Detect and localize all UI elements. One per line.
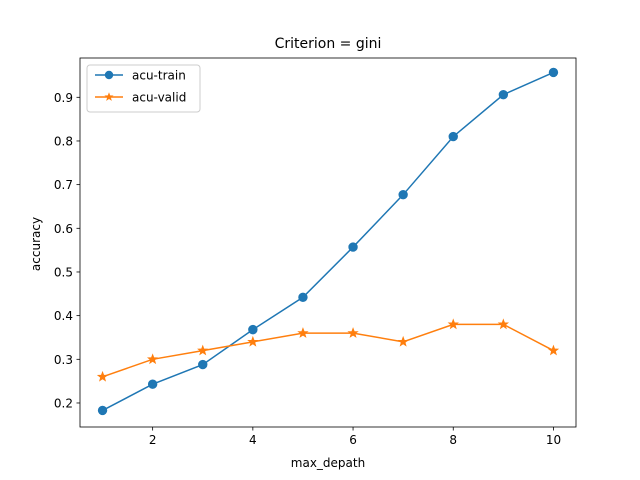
data-point-acu-valid bbox=[447, 318, 459, 330]
y-tick-label: 0.7 bbox=[54, 178, 73, 192]
data-point-acu-train bbox=[498, 89, 509, 100]
data-point-acu-valid bbox=[397, 335, 409, 347]
data-point-acu-valid bbox=[347, 327, 359, 338]
x-tick-label: 6 bbox=[349, 433, 357, 447]
data-point-acu-train bbox=[97, 405, 108, 416]
data-point-acu-train bbox=[448, 131, 458, 142]
x-tick-label: 8 bbox=[449, 433, 457, 447]
legend-label-acu-train: acu-train bbox=[132, 69, 186, 83]
x-tick-label: 10 bbox=[546, 433, 561, 447]
legend-marker-acu-train bbox=[104, 70, 114, 80]
y-tick-label: 0.6 bbox=[54, 222, 73, 236]
y-tick-label: 0.2 bbox=[54, 396, 73, 410]
data-point-acu-valid bbox=[247, 335, 259, 347]
chart-title: Criterion = gini bbox=[275, 36, 382, 52]
legend-label-acu-valid: acu-valid bbox=[132, 91, 186, 105]
y-tick-label: 0.9 bbox=[54, 91, 73, 105]
series-line-acu-train bbox=[102, 71, 554, 412]
data-point-acu-train bbox=[198, 359, 208, 370]
y-tick-label: 0.4 bbox=[54, 309, 73, 323]
data-point-acu-valid bbox=[96, 370, 109, 382]
data-point-acu-train bbox=[398, 189, 408, 200]
x-axis-label: max_depath bbox=[291, 456, 365, 470]
plot-area: 2 4 6 8 10 0.2 0.3 0.4 0.5 0.6 0.7 0.8 0.9 acu-train a… bbox=[54, 57, 577, 447]
series-line-acu-valid bbox=[102, 323, 554, 378]
legend-box bbox=[86, 64, 201, 113]
y-tick-label: 0.5 bbox=[54, 265, 73, 279]
data-point-acu-valid bbox=[197, 344, 209, 356]
data-point-acu-valid bbox=[547, 344, 560, 356]
data-point-acu-valid bbox=[146, 353, 159, 365]
data-point-acu-train bbox=[348, 242, 358, 252]
axes-frame bbox=[79, 57, 577, 428]
data-point-acu-train bbox=[548, 67, 559, 78]
x-tick-label: 4 bbox=[249, 433, 257, 447]
data-point-acu-train bbox=[147, 379, 158, 389]
x-tick-label: 2 bbox=[149, 433, 157, 447]
data-point-acu-train bbox=[248, 324, 258, 335]
y-tick-label: 0.8 bbox=[54, 134, 73, 148]
y-axis-label: accuracy bbox=[29, 217, 43, 271]
data-point-acu-train bbox=[298, 292, 308, 303]
legend-marker-acu-valid bbox=[104, 92, 114, 101]
data-point-acu-valid bbox=[297, 327, 309, 338]
data-point-acu-valid bbox=[497, 318, 510, 330]
y-tick-label: 0.3 bbox=[54, 353, 73, 367]
